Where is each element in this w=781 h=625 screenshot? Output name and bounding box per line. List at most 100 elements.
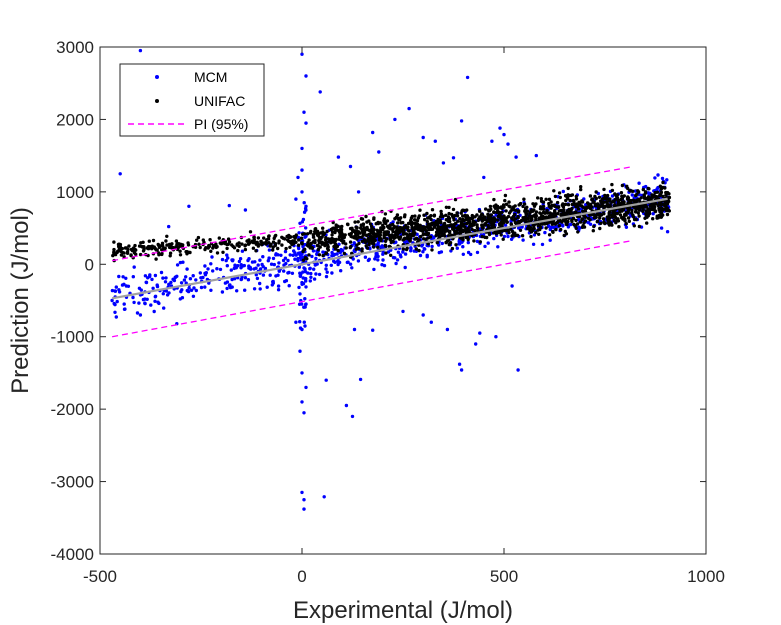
unifac-point bbox=[574, 194, 578, 199]
unifac-point bbox=[390, 227, 394, 231]
mcm-point bbox=[660, 176, 665, 181]
unifac-point bbox=[360, 239, 364, 244]
unifac-point bbox=[461, 237, 465, 242]
unifac-point bbox=[555, 200, 560, 205]
unifac-point bbox=[531, 226, 536, 230]
mcm-point bbox=[114, 285, 119, 289]
unifac-point bbox=[356, 246, 361, 251]
mcm-point bbox=[228, 283, 232, 287]
unifac-point bbox=[540, 222, 544, 226]
mcm-point bbox=[496, 245, 500, 249]
unifac-point bbox=[296, 243, 301, 247]
mcm-point bbox=[403, 252, 408, 256]
mcm-point bbox=[659, 226, 664, 230]
unifac-point bbox=[392, 236, 396, 240]
mcm-point bbox=[132, 300, 136, 305]
unifac-point bbox=[502, 205, 506, 209]
unifac-point bbox=[522, 218, 526, 222]
unifac-point bbox=[313, 240, 317, 245]
unifac-point bbox=[659, 187, 663, 191]
unifac-point bbox=[598, 226, 602, 231]
unifac-point bbox=[320, 235, 324, 239]
mcm-point bbox=[308, 279, 312, 283]
unifac-point bbox=[256, 242, 261, 246]
unifac-point bbox=[169, 244, 173, 248]
mcm-point bbox=[283, 249, 288, 254]
unifac-point bbox=[197, 242, 201, 246]
unifac-point bbox=[509, 227, 513, 231]
unifac-point bbox=[358, 231, 362, 235]
mcm-point bbox=[304, 302, 308, 306]
mcm-point bbox=[271, 279, 275, 284]
mcm-point bbox=[376, 258, 380, 262]
mcm-point bbox=[393, 256, 397, 260]
unifac-point bbox=[534, 210, 539, 214]
unifac-point bbox=[555, 205, 559, 209]
unifac-point bbox=[636, 189, 640, 193]
mcm-point bbox=[293, 257, 297, 261]
unifac-point bbox=[544, 197, 548, 201]
unifac-point bbox=[342, 251, 347, 256]
unifac-point bbox=[447, 242, 451, 247]
unifac-point bbox=[594, 215, 598, 219]
unifac-point bbox=[518, 228, 523, 232]
mcm-point bbox=[665, 230, 670, 234]
mcm-point bbox=[203, 264, 207, 268]
mcm-point bbox=[309, 271, 313, 276]
mcm-point bbox=[122, 282, 126, 286]
mcm-point bbox=[211, 269, 215, 273]
mcm-point bbox=[185, 267, 189, 271]
mcm-point bbox=[441, 161, 446, 165]
mcm-point bbox=[302, 507, 306, 511]
unifac-point bbox=[499, 233, 503, 237]
unifac-point bbox=[346, 222, 350, 227]
mcm-point bbox=[286, 258, 290, 263]
unifac-point bbox=[410, 225, 414, 230]
mcm-point bbox=[363, 255, 368, 259]
mcm-point bbox=[521, 238, 525, 242]
mcm-point bbox=[261, 273, 266, 277]
mcm-point bbox=[191, 294, 196, 298]
mcm-point bbox=[113, 310, 117, 314]
mcm-point bbox=[324, 274, 329, 279]
unifac-point bbox=[396, 221, 400, 225]
mcm-point bbox=[300, 282, 304, 286]
unifac-point bbox=[447, 205, 451, 210]
mcm-point bbox=[466, 250, 471, 255]
unifac-point bbox=[324, 236, 328, 240]
unifac-point bbox=[395, 233, 399, 237]
unifac-point bbox=[618, 213, 623, 217]
unifac-point bbox=[541, 204, 546, 209]
mcm-point bbox=[113, 302, 117, 307]
unifac-point bbox=[401, 226, 405, 230]
unifac-point bbox=[406, 235, 410, 239]
unifac-point bbox=[382, 219, 386, 223]
unifac-point bbox=[435, 240, 439, 245]
unifac-point bbox=[561, 211, 565, 215]
unifac-point bbox=[429, 217, 433, 222]
mcm-point bbox=[294, 197, 298, 201]
unifac-point bbox=[510, 234, 514, 238]
unifac-point bbox=[483, 223, 487, 227]
mcm-point bbox=[403, 265, 407, 270]
mcm-point bbox=[312, 267, 316, 271]
mcm-point bbox=[336, 155, 341, 159]
mcm-point bbox=[156, 300, 160, 304]
unifac-point bbox=[599, 213, 604, 217]
mcm-point bbox=[281, 258, 286, 263]
unifac-point bbox=[588, 194, 593, 198]
unifac-point bbox=[217, 236, 221, 240]
mcm-point bbox=[310, 254, 314, 259]
x-tick-label: 1000 bbox=[687, 567, 725, 586]
unifac-point bbox=[389, 253, 393, 257]
unifac-point bbox=[539, 214, 544, 219]
unifac-point bbox=[165, 234, 169, 238]
mcm-point bbox=[144, 280, 149, 285]
mcm-point bbox=[466, 240, 470, 245]
mcm-point bbox=[348, 262, 353, 266]
mcm-point bbox=[123, 307, 127, 311]
mcm-point bbox=[345, 260, 349, 265]
unifac-point bbox=[610, 188, 615, 193]
unifac-point bbox=[302, 232, 307, 236]
unifac-point bbox=[661, 194, 665, 199]
